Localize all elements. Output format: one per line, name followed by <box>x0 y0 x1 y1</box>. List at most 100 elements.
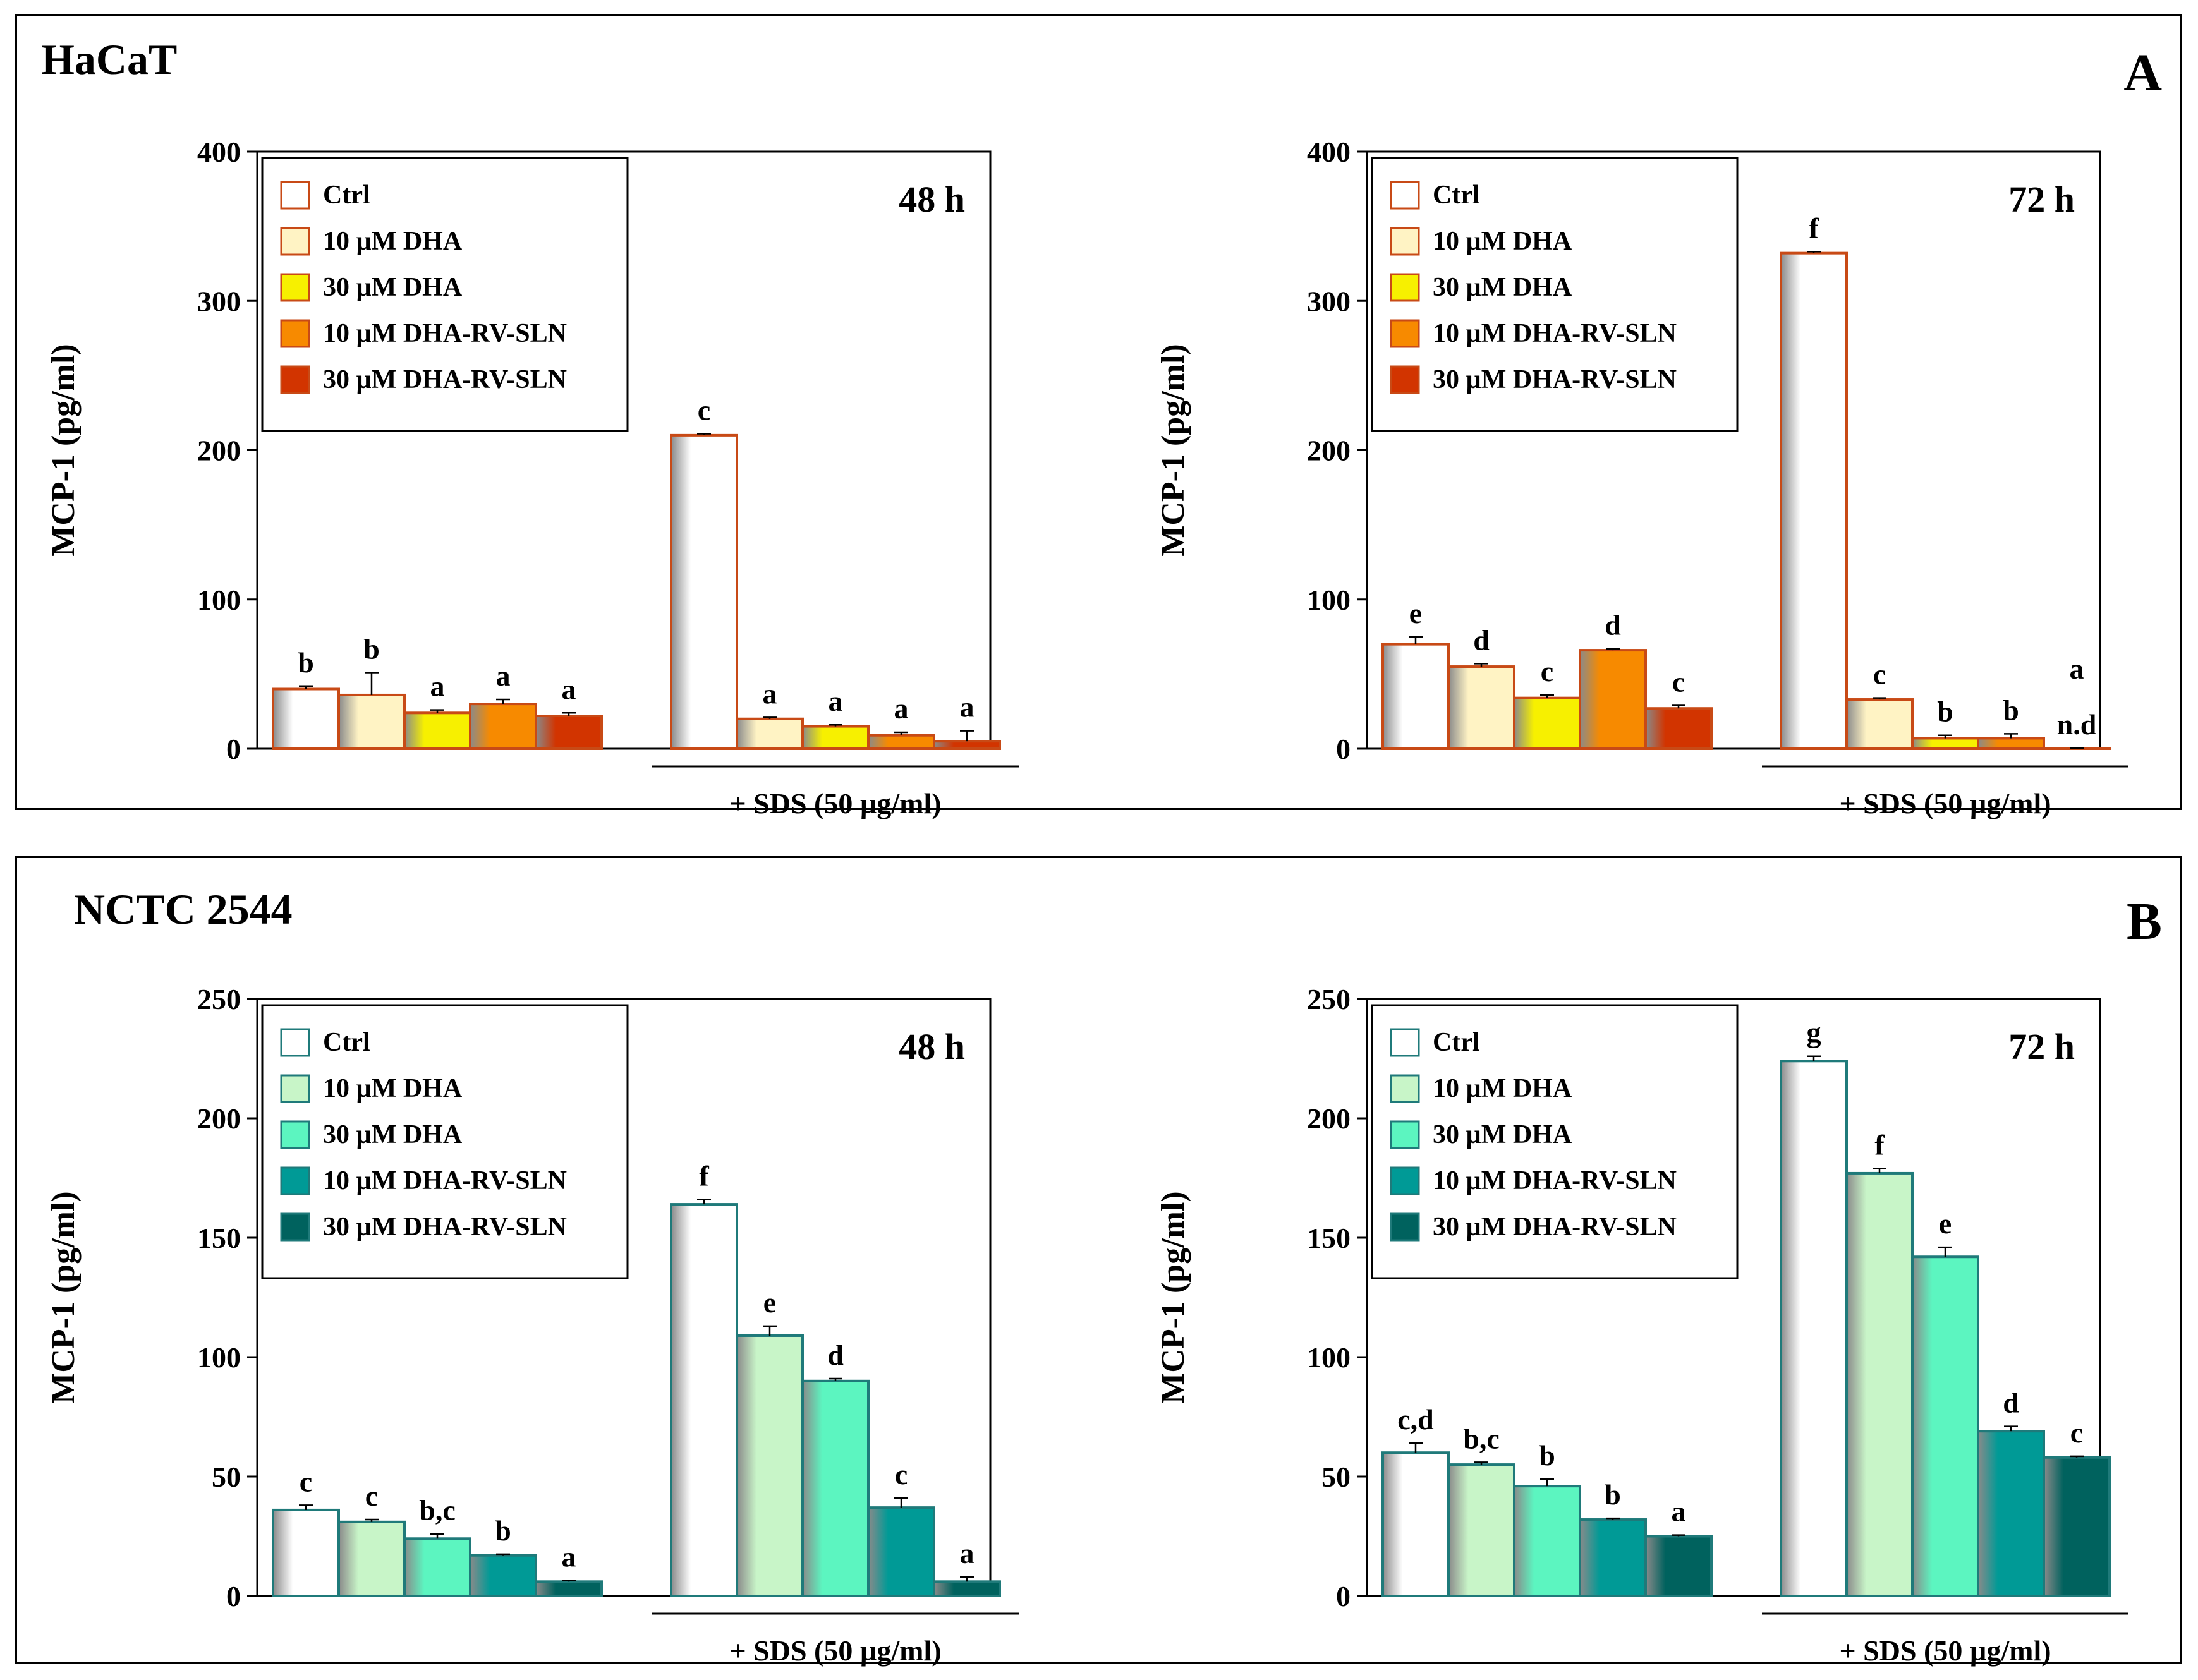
sds-label: + SDS (50 µg/ml) <box>1839 787 2051 819</box>
bar <box>867 1506 935 1598</box>
bar <box>1977 1430 2045 1597</box>
chart-title: 48 h <box>899 1026 965 1067</box>
significance-letter: f <box>699 1160 709 1192</box>
sds-label: + SDS (50 µg/ml) <box>729 1635 941 1667</box>
chart-title: 48 h <box>899 179 965 220</box>
y-tick-label: 0 <box>226 733 241 765</box>
plot-area <box>256 998 992 1597</box>
legend-swatch <box>280 227 310 256</box>
significance-letter: c <box>2070 1417 2083 1449</box>
legend-label: 30 µM DHA <box>323 273 463 302</box>
y-tick-label: 200 <box>1307 435 1351 467</box>
legend-swatch <box>1390 1212 1420 1242</box>
bar <box>1780 1060 1848 1597</box>
significance-letter: e <box>1409 597 1422 629</box>
significance-letter: b <box>298 646 314 679</box>
bar <box>1977 737 2045 751</box>
legend-label: Ctrl <box>1433 1028 1480 1057</box>
bar <box>1447 1463 1515 1597</box>
panel-letter: A <box>2123 44 2162 102</box>
significance-letter: a <box>1672 1496 1686 1528</box>
significance-letter: a <box>562 673 576 705</box>
bar <box>1845 698 1914 750</box>
significance-letter: c <box>1873 658 1886 691</box>
y-tick-label: 100 <box>1307 1341 1351 1374</box>
significance-letter: a <box>829 685 843 717</box>
bar <box>272 687 340 750</box>
bar <box>670 1203 738 1597</box>
legend-label: 30 µM DHA <box>323 1120 463 1149</box>
chart-title: 72 h <box>2008 1026 2075 1067</box>
sds-label: + SDS (50 µg/ml) <box>1839 1635 2051 1667</box>
significance-letter: e <box>763 1286 776 1319</box>
bar <box>1911 1255 1979 1597</box>
y-tick-label: 250 <box>197 983 241 1015</box>
legend-label: 30 µM DHA-RV-SLN <box>1433 1212 1677 1242</box>
bar <box>535 715 603 751</box>
significance-letter: c <box>895 1458 908 1490</box>
bar <box>2043 1456 2111 1598</box>
bar <box>736 1334 804 1597</box>
significance-letter: b,c <box>1463 1422 1500 1454</box>
significance-letter: d <box>827 1339 844 1371</box>
bar <box>933 1580 1001 1598</box>
y-tick-label: 200 <box>1307 1103 1351 1135</box>
y-tick-label: 300 <box>1307 285 1351 317</box>
y-tick-label: 400 <box>1307 136 1351 168</box>
bar <box>1644 1535 1713 1597</box>
y-tick-label: 150 <box>197 1222 241 1254</box>
panel-title: HaCaT <box>41 35 178 83</box>
bar <box>1381 1451 1450 1598</box>
legend-swatch <box>1390 273 1420 302</box>
significance-letter: c,d <box>1397 1403 1434 1435</box>
significance-letter: c <box>698 394 710 426</box>
bar <box>1845 1171 1914 1597</box>
legend-label: 30 µM DHA <box>1433 273 1572 302</box>
bar <box>1579 1518 1647 1597</box>
significance-letter: c <box>1672 665 1685 698</box>
y-axis-label: MCP-1 (pg/ml) <box>46 1191 82 1403</box>
legend-label: 10 µM DHA <box>1433 1074 1572 1103</box>
significance-letter: a <box>960 1537 975 1569</box>
y-tick-label: 200 <box>197 435 241 467</box>
bar <box>1911 737 1979 751</box>
significance-letter: a <box>960 691 975 723</box>
bar <box>469 703 537 750</box>
significance-letter: b,c <box>419 1494 456 1526</box>
bar <box>1513 1485 1581 1597</box>
legend-swatch <box>1390 1074 1420 1103</box>
y-tick-label: 50 <box>212 1461 241 1493</box>
legend-label: 30 µM DHA-RV-SLN <box>323 365 567 394</box>
legend-swatch <box>1390 181 1420 210</box>
legend-label: 30 µM DHA-RV-SLN <box>1433 365 1677 394</box>
legend-swatch <box>280 273 310 302</box>
significance-letter: a <box>894 692 909 725</box>
legend-swatch <box>1390 1166 1420 1195</box>
significance-letter: b <box>1937 696 1953 728</box>
y-tick-label: 50 <box>1321 1461 1351 1493</box>
y-tick-label: 0 <box>226 1580 241 1612</box>
legend-swatch <box>280 1166 310 1195</box>
y-tick-label: 300 <box>197 285 241 317</box>
significance-letter: b <box>2003 694 2019 726</box>
significance-letter: f <box>1874 1128 1885 1161</box>
significance-letter: b <box>1605 1478 1621 1511</box>
legend-swatch <box>280 365 310 394</box>
plot-area <box>1366 998 2101 1597</box>
y-tick-label: 0 <box>1336 1580 1351 1612</box>
legend-label: 10 µM DHA <box>323 227 463 256</box>
legend-label: 10 µM DHA-RV-SLN <box>323 319 567 348</box>
legend-box <box>261 157 629 432</box>
y-axis-label: MCP-1 (pg/ml) <box>1155 344 1191 556</box>
significance-letter: b <box>495 1514 511 1547</box>
y-axis-label: MCP-1 (pg/ml) <box>1155 1191 1191 1403</box>
panel-b-nctc2544: NCTC 2544 B 0 50 100 150 200 250 MCP-1 (pg/ml)… <box>15 856 2182 1667</box>
y-tick-label: 200 <box>197 1103 241 1135</box>
bar <box>1780 251 1848 750</box>
significance-letter: c <box>300 1465 312 1497</box>
significance-letter: a <box>763 677 777 710</box>
panel-letter: B <box>2126 892 2162 951</box>
significance-letter: d <box>1605 609 1621 641</box>
significance-letter: d <box>2003 1387 2019 1419</box>
legend-swatch <box>280 181 310 210</box>
